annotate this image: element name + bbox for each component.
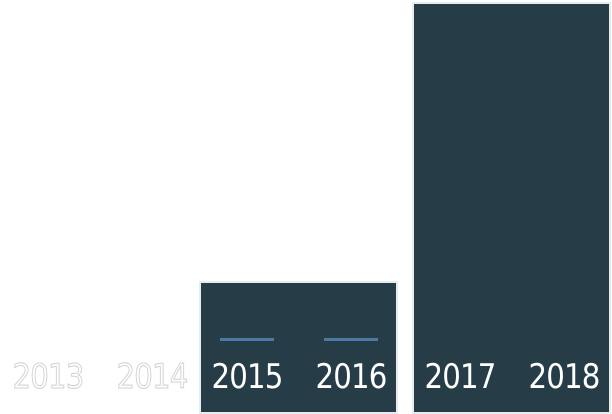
year-label-2015: 2015 [211,357,284,397]
marker-2015 [220,338,274,341]
bar-2015-2016 [199,281,398,414]
year-label-2014: 2014 [116,357,189,397]
year-label-2017: 2017 [424,357,497,397]
bar-2017-2018 [412,2,611,414]
year-label-2018: 2018 [528,357,601,397]
year-label-2013: 2013 [12,357,85,397]
marker-2016 [324,338,378,341]
year-label-2016: 2016 [315,357,388,397]
